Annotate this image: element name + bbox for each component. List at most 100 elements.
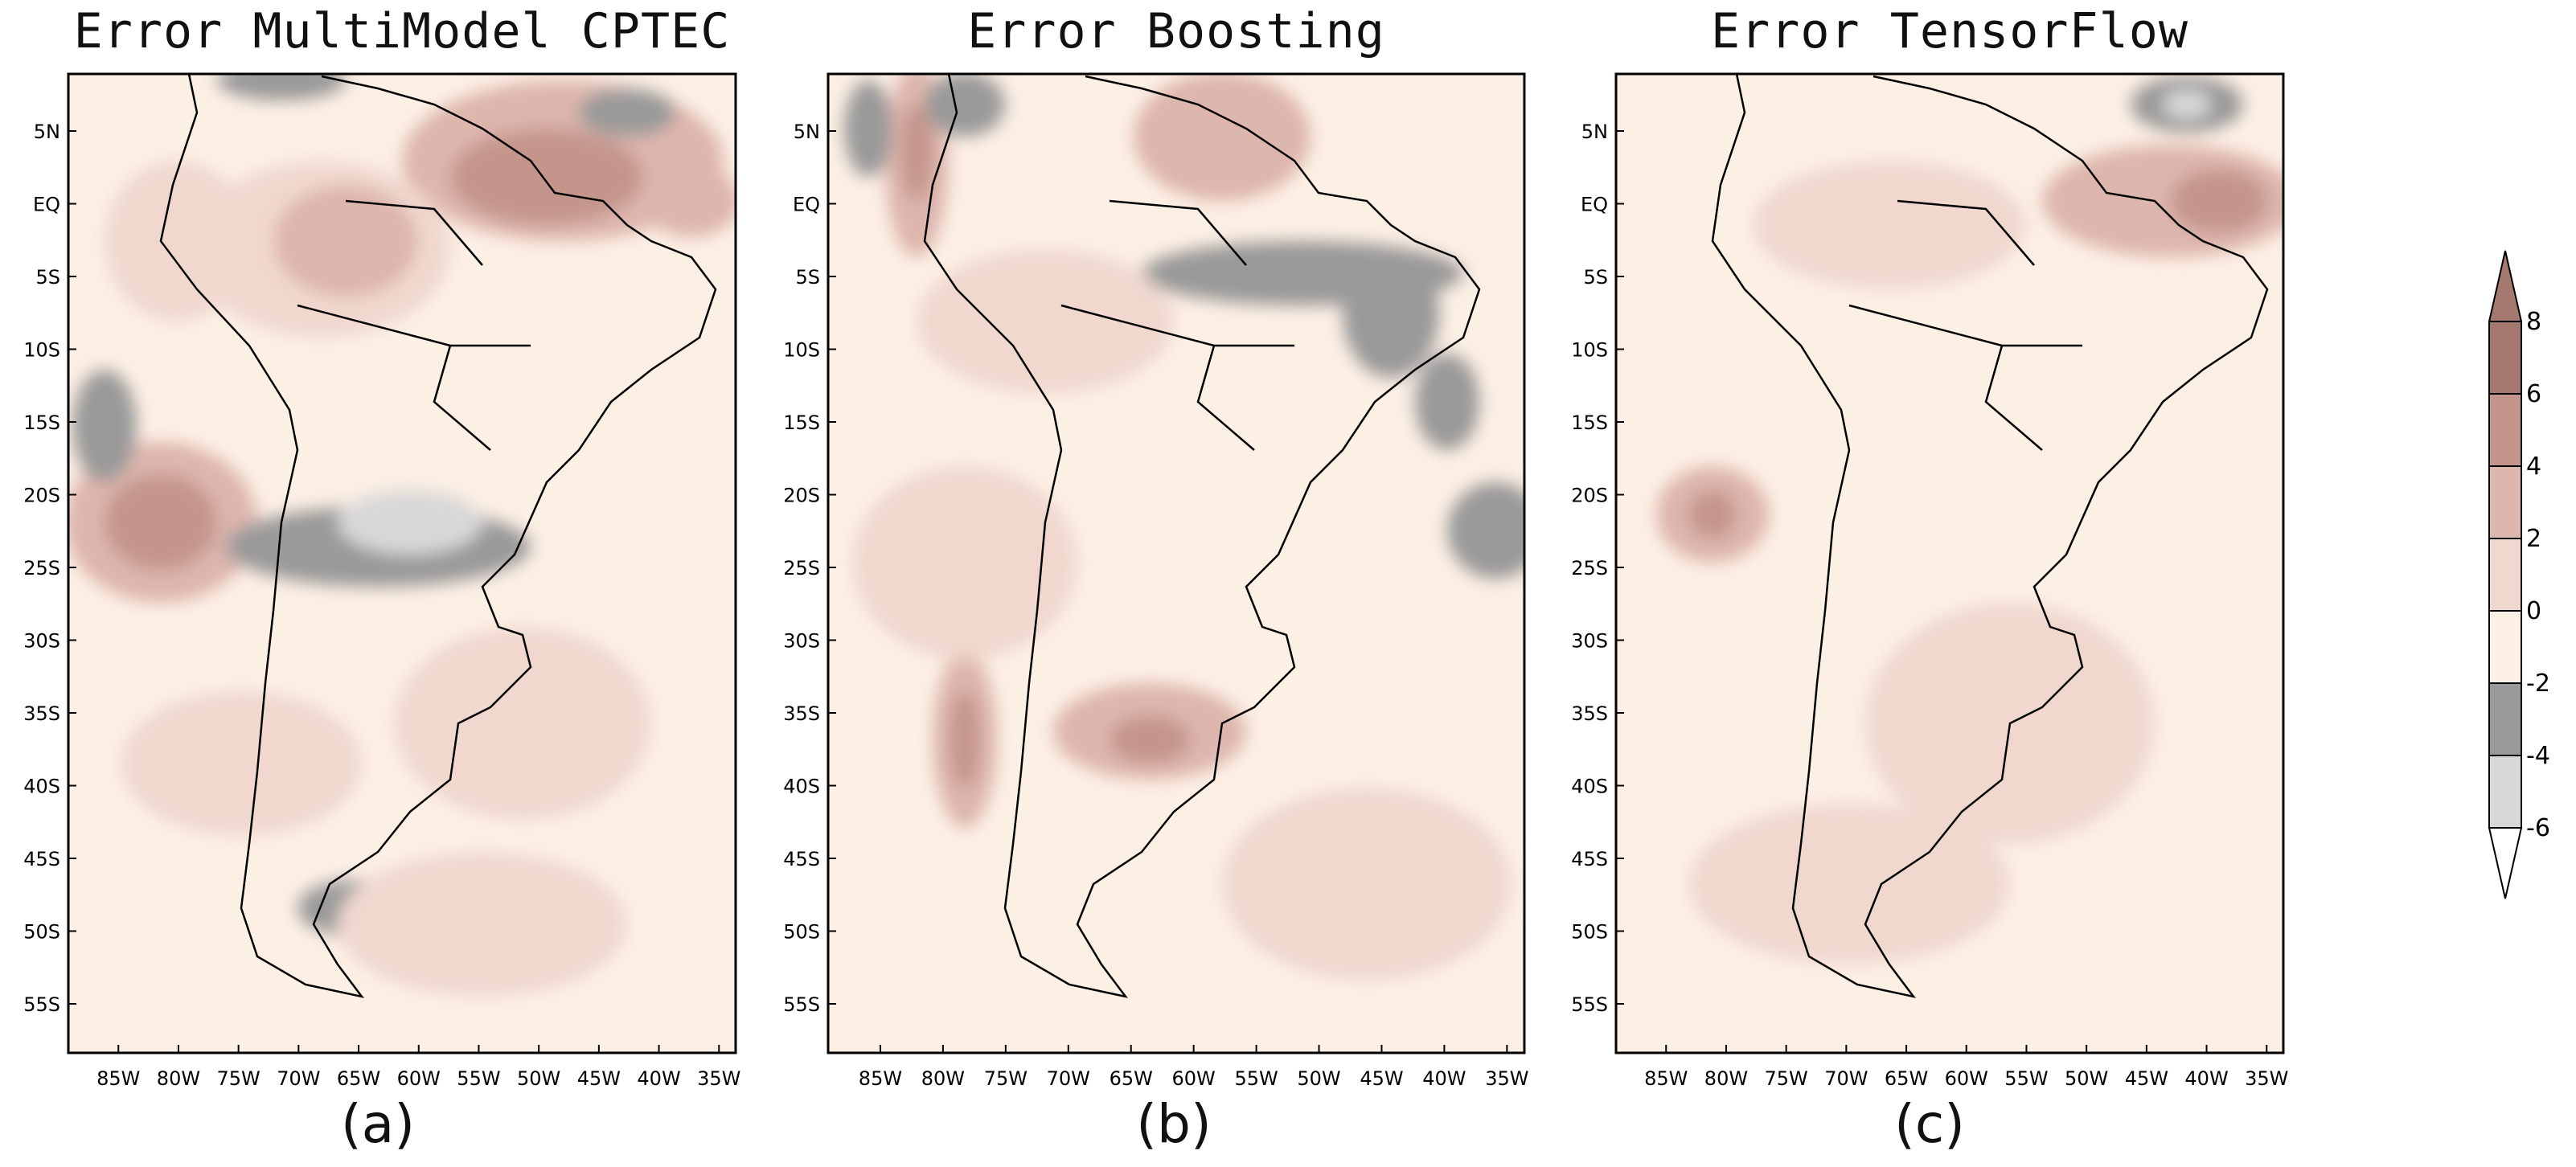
lat-tick-label: 30S <box>783 630 820 653</box>
panel-c-label: (c) <box>1894 1093 1965 1155</box>
lat-tick-label: 5S <box>35 266 60 289</box>
lon-tick-label: 50W <box>2065 1067 2108 1090</box>
map-panel-a: 5N EQ 5S 10S 15S 20S 25S 30S 35S 40S 45S 50S 55S 85W… <box>23 72 740 1090</box>
lat-tick-label: 10S <box>783 339 820 362</box>
panel-c-lon-ticks: 85W 80W 75W 70W 65W 60W 55W 50W 45W 40W 35W <box>1644 1045 2288 1090</box>
panel-a-lat-ticks: 5N EQ 5S 10S 15S 20S 25S 30S 35S 40S 45S 50S 55S <box>23 121 76 1016</box>
panel-c-frame <box>1614 72 2285 1054</box>
lat-tick-label: 50S <box>783 921 820 944</box>
lon-tick-label: 85W <box>96 1067 140 1090</box>
lon-tick-label: 35W <box>2245 1067 2288 1090</box>
lon-tick-label: 60W <box>397 1067 441 1090</box>
panel-a-lon-ticks: 85W 80W 75W 70W 65W 60W 55W 50W 45W 40W 35W <box>96 1045 740 1090</box>
lat-tick-label: EQ <box>33 194 60 216</box>
panel-b-frame <box>827 72 1526 1054</box>
panel-b-lat-ticks: 5N EQ 5S 10S 15S 20S 25S 30S 35S 40S 45S 50S 55S <box>783 121 836 1016</box>
lon-tick-label: 45W <box>2125 1067 2168 1090</box>
colorbar-label: -4 <box>2526 742 2550 770</box>
lon-tick-label: 75W <box>217 1067 260 1090</box>
lat-tick-label: 5S <box>1583 266 1608 289</box>
lon-tick-label: 60W <box>1172 1067 1216 1090</box>
lat-tick-label: 20S <box>1571 485 1608 507</box>
lon-tick-label: 65W <box>1110 1067 1153 1090</box>
colorbar-segment <box>2488 755 2522 829</box>
lat-tick-label: 45S <box>1571 848 1608 870</box>
lon-tick-label: 70W <box>1824 1067 1868 1090</box>
map-panel-b: 5N EQ 5S 10S 15S 20S 25S 30S 35S 40S 45S 50S 55S 85W… <box>783 72 1528 1090</box>
lat-tick-label: 5N <box>34 121 60 143</box>
lat-tick-label: 25S <box>783 557 820 579</box>
lat-tick-label: 50S <box>1571 921 1608 944</box>
panel-a-coastlines <box>159 73 717 998</box>
lat-tick-label: 5S <box>795 266 820 289</box>
lat-tick-label: 35S <box>783 702 820 725</box>
colorbar-bottom-arrow <box>2488 827 2523 899</box>
lat-tick-label: 15S <box>1571 412 1608 434</box>
lat-tick-label: 20S <box>23 485 60 507</box>
lon-tick-label: 40W <box>2184 1067 2228 1090</box>
lon-tick-label: 35W <box>697 1067 740 1090</box>
lon-tick-label: 50W <box>517 1067 560 1090</box>
lon-tick-label: 65W <box>337 1067 380 1090</box>
lon-tick-label: 65W <box>1885 1067 1928 1090</box>
lat-tick-label: 35S <box>23 702 60 725</box>
panel-a-label: (a) <box>341 1093 415 1155</box>
colorbar-segment <box>2488 682 2522 756</box>
lon-tick-label: 60W <box>1945 1067 1988 1090</box>
lon-tick-label: 85W <box>859 1067 902 1090</box>
colorbar: 8 6 4 2 0 -2 -4 -6 <box>2488 250 2550 899</box>
lon-tick-label: 45W <box>577 1067 621 1090</box>
colorbar-label: 0 <box>2526 597 2541 625</box>
lon-tick-label: 70W <box>277 1067 320 1090</box>
lat-tick-label: EQ <box>793 194 820 216</box>
colorbar-label: 6 <box>2526 380 2541 408</box>
lat-tick-label: 20S <box>783 485 820 507</box>
panel-a-frame <box>67 72 737 1054</box>
lon-tick-label: 50W <box>1297 1067 1340 1090</box>
lat-tick-label: 40S <box>1571 776 1608 798</box>
map-panel-c: 5N EQ 5S 10S 15S 20S 25S 30S 35S 40S 45S 50S 55S 85W… <box>1571 72 2288 1090</box>
colorbar-label: -2 <box>2526 669 2550 698</box>
lon-tick-label: 70W <box>1047 1067 1090 1090</box>
lat-tick-label: 35S <box>1571 702 1608 725</box>
lon-tick-label: 40W <box>637 1067 680 1090</box>
lon-tick-label: 80W <box>1704 1067 1748 1090</box>
panel-a-error-field <box>68 74 736 997</box>
lon-tick-label: 80W <box>157 1067 200 1090</box>
lat-tick-label: 45S <box>23 848 60 870</box>
lat-tick-label: 15S <box>783 412 820 434</box>
colorbar-segment <box>2488 465 2522 539</box>
colorbar-top-arrow <box>2488 250 2523 322</box>
lat-tick-label: 30S <box>23 630 60 653</box>
lon-tick-label: 75W <box>1765 1067 1808 1090</box>
lon-tick-label: 45W <box>1360 1067 1403 1090</box>
colorbar-label: 8 <box>2526 308 2541 336</box>
lat-tick-label: 40S <box>23 776 60 798</box>
panel-a-title: Error MultiModel CPTEC <box>73 3 731 59</box>
colorbar-segment <box>2488 538 2522 612</box>
panel-b-title: Error Boosting <box>967 3 1385 59</box>
panel-c-coastlines <box>1711 73 2269 998</box>
lat-tick-label: 5N <box>794 121 820 143</box>
colorbar-segment <box>2488 321 2522 395</box>
lon-tick-label: 85W <box>1644 1067 1688 1090</box>
lat-tick-label: EQ <box>1581 194 1608 216</box>
lat-tick-label: 25S <box>1571 557 1608 579</box>
colorbar-label: 4 <box>2526 452 2541 481</box>
lat-tick-label: 45S <box>783 848 820 870</box>
lat-tick-label: 15S <box>23 412 60 434</box>
lon-tick-label: 40W <box>1422 1067 1466 1090</box>
lon-tick-label: 35W <box>1485 1067 1528 1090</box>
panel-b-coastlines <box>923 73 1481 998</box>
lat-tick-label: 55S <box>23 993 60 1016</box>
panel-b-error-field <box>844 74 1524 981</box>
panel-c-lat-ticks: 5N EQ 5S 10S 15S 20S 25S 30S 35S 40S 45S 50S 55S <box>1571 121 1624 1016</box>
lat-tick-label: 25S <box>23 557 60 579</box>
lat-tick-label: 55S <box>1571 993 1608 1016</box>
lon-tick-label: 75W <box>984 1067 1028 1090</box>
panel-c-title: Error TensorFlow <box>1711 3 2188 59</box>
lon-tick-label: 55W <box>457 1067 500 1090</box>
lat-tick-label: 10S <box>1571 339 1608 362</box>
lat-tick-label: 30S <box>1571 630 1608 653</box>
